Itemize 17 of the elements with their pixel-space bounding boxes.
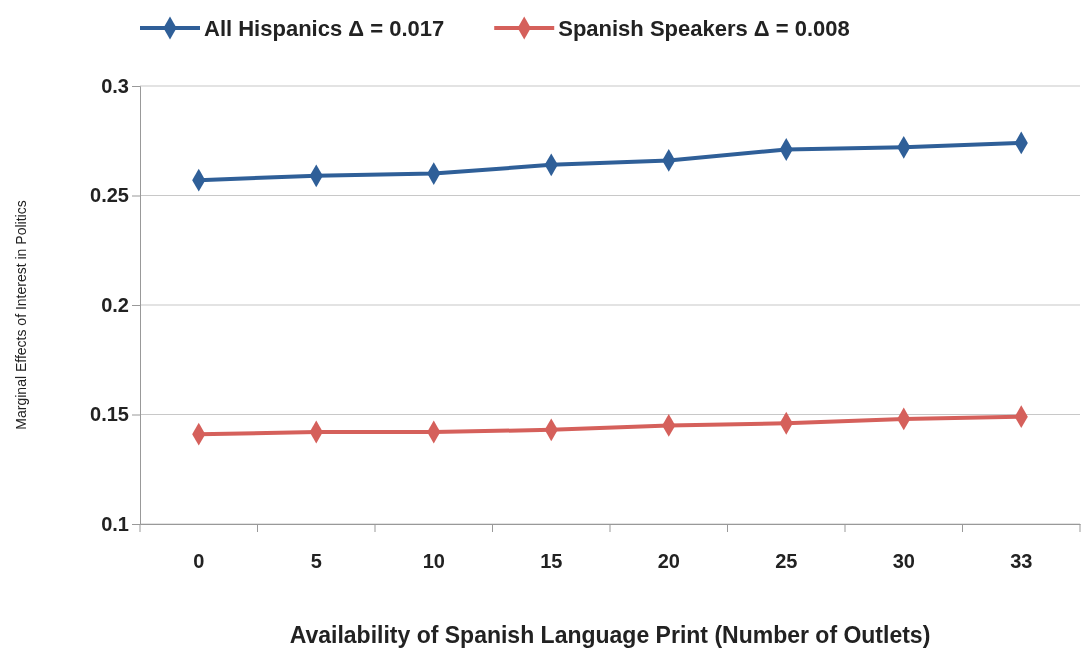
legend-label: All Hispanics Δ = 0.017: [204, 16, 445, 41]
y-axis-title: Marginal Effects of Interest in Politics: [13, 200, 29, 430]
x-tick-label: 5: [310, 550, 322, 573]
y-tick-label: 0.1: [101, 512, 129, 535]
x-tick-label: 10: [422, 550, 445, 573]
x-tick-label: 33: [1010, 550, 1033, 573]
x-tick-label: 20: [657, 550, 680, 573]
x-tick-label: 30: [892, 550, 915, 573]
legend-label: Spanish Speakers Δ = 0.008: [558, 16, 850, 41]
y-tick-label: 0.25: [90, 184, 129, 207]
x-tick-label: 0: [193, 550, 205, 573]
y-tick-label: 0.15: [90, 403, 129, 426]
y-tick-label: 0.3: [101, 74, 129, 97]
x-axis-title: Availability of Spanish Language Print (Number of Outlets): [289, 622, 931, 648]
x-tick-label: 15: [540, 550, 563, 573]
x-tick-label: 25: [775, 550, 798, 573]
y-tick-label: 0.2: [101, 293, 129, 316]
